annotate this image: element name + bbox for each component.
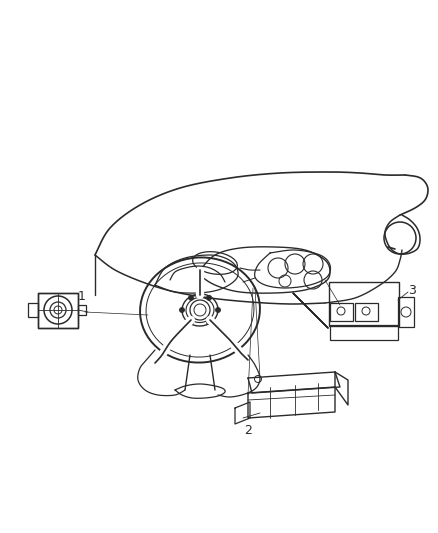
- Circle shape: [188, 320, 194, 325]
- Text: 1: 1: [78, 289, 86, 303]
- Circle shape: [206, 320, 212, 325]
- Circle shape: [215, 308, 220, 312]
- Circle shape: [188, 295, 194, 300]
- Text: 2: 2: [244, 424, 252, 437]
- Circle shape: [206, 295, 212, 300]
- Circle shape: [180, 308, 184, 312]
- Text: 3: 3: [408, 284, 416, 296]
